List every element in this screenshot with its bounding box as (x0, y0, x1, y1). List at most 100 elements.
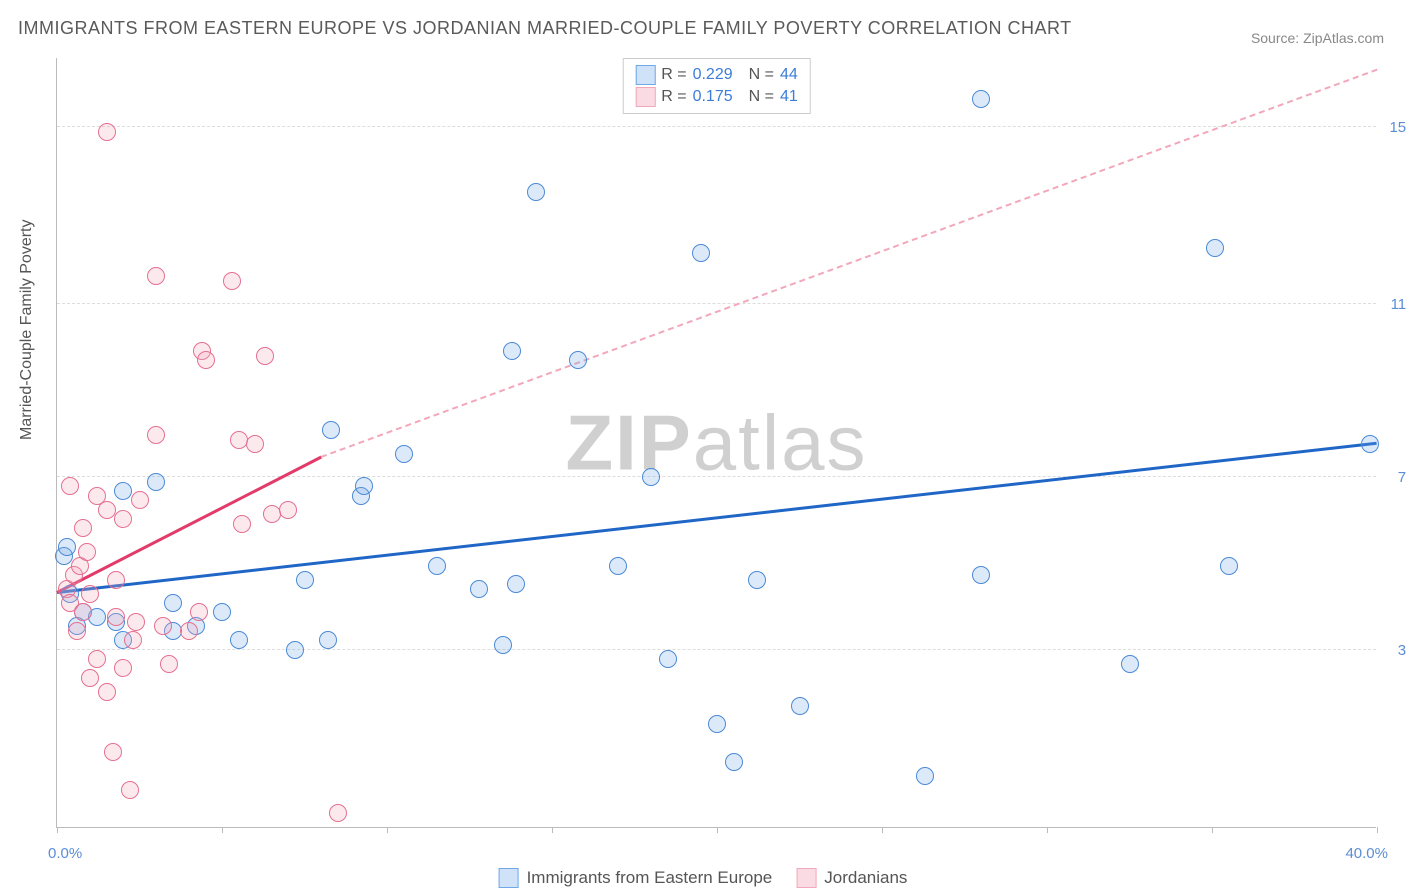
data-point (692, 244, 710, 262)
data-point (256, 347, 274, 365)
x-tick (1212, 827, 1213, 833)
watermark: ZIPatlas (565, 397, 867, 488)
data-point (107, 608, 125, 626)
trend-line (321, 69, 1378, 458)
data-point (329, 804, 347, 822)
x-tick (1377, 827, 1378, 833)
swatch-pink (635, 87, 655, 107)
data-point (223, 272, 241, 290)
y-tick-label: 7.5% (1382, 469, 1406, 486)
data-point (197, 351, 215, 369)
data-point (263, 505, 281, 523)
data-point (124, 631, 142, 649)
y-tick-label: 3.8% (1382, 642, 1406, 659)
data-point (180, 622, 198, 640)
x-tick (387, 827, 388, 833)
data-point (470, 580, 488, 598)
data-point (642, 468, 660, 486)
data-point (233, 515, 251, 533)
data-point (190, 603, 208, 621)
data-point (74, 603, 92, 621)
x-tick (882, 827, 883, 833)
data-point (395, 445, 413, 463)
data-point (1361, 435, 1379, 453)
data-point (279, 501, 297, 519)
data-point (98, 123, 116, 141)
swatch-blue-icon (499, 868, 519, 888)
data-point (98, 501, 116, 519)
n-label: N = (749, 88, 774, 106)
data-point (609, 557, 627, 575)
data-point (507, 575, 525, 593)
data-point (164, 594, 182, 612)
watermark-light: atlas (693, 398, 868, 486)
data-point (107, 571, 125, 589)
data-point (78, 543, 96, 561)
data-point (88, 650, 106, 668)
legend-item-blue: Immigrants from Eastern Europe (499, 868, 773, 888)
r-label: R = (661, 88, 686, 106)
gridline (57, 303, 1376, 304)
data-point (748, 571, 766, 589)
data-point (1220, 557, 1238, 575)
data-point (527, 183, 545, 201)
data-point (127, 613, 145, 631)
n-value-pink: 41 (780, 88, 798, 106)
data-point (114, 659, 132, 677)
source-label: Source: ZipAtlas.com (1251, 30, 1384, 46)
data-point (916, 767, 934, 785)
swatch-blue (635, 65, 655, 85)
data-point (154, 617, 172, 635)
y-tick-label: 15.0% (1382, 119, 1406, 136)
data-point (972, 90, 990, 108)
plot-area: ZIPatlas R = 0.229 N = 44 R = 0.175 N = … (56, 58, 1376, 828)
data-point (131, 491, 149, 509)
data-point (98, 683, 116, 701)
correlation-legend: R = 0.229 N = 44 R = 0.175 N = 41 (622, 58, 811, 114)
r-label: R = (661, 66, 686, 84)
legend-label-pink: Jordanians (824, 868, 907, 888)
data-point (81, 669, 99, 687)
legend-label-blue: Immigrants from Eastern Europe (527, 868, 773, 888)
legend-row-pink: R = 0.175 N = 41 (635, 87, 798, 107)
trend-line (57, 441, 1377, 593)
data-point (355, 477, 373, 495)
data-point (147, 473, 165, 491)
data-point (147, 267, 165, 285)
data-point (68, 622, 86, 640)
x-tick (717, 827, 718, 833)
n-label: N = (749, 66, 774, 84)
data-point (246, 435, 264, 453)
data-point (322, 421, 340, 439)
gridline (57, 649, 1376, 650)
data-point (121, 781, 139, 799)
data-point (1121, 655, 1139, 673)
data-point (114, 510, 132, 528)
data-point (61, 477, 79, 495)
x-start-label: 0.0% (48, 845, 82, 862)
y-tick-label: 11.2% (1382, 296, 1406, 313)
x-end-label: 40.0% (1345, 845, 1388, 862)
data-point (147, 426, 165, 444)
x-tick (222, 827, 223, 833)
x-tick (552, 827, 553, 833)
data-point (791, 697, 809, 715)
data-point (104, 743, 122, 761)
x-tick (1047, 827, 1048, 833)
data-point (286, 641, 304, 659)
data-point (81, 585, 99, 603)
legend-row-blue: R = 0.229 N = 44 (635, 65, 798, 85)
data-point (972, 566, 990, 584)
data-point (569, 351, 587, 369)
data-point (213, 603, 231, 621)
data-point (659, 650, 677, 668)
gridline (57, 476, 1376, 477)
data-point (74, 519, 92, 537)
gridline (57, 126, 1376, 127)
r-value-pink: 0.175 (693, 88, 733, 106)
chart-title: IMMIGRANTS FROM EASTERN EUROPE VS JORDAN… (18, 18, 1072, 39)
data-point (230, 631, 248, 649)
legend-item-pink: Jordanians (796, 868, 907, 888)
data-point (160, 655, 178, 673)
data-point (114, 482, 132, 500)
